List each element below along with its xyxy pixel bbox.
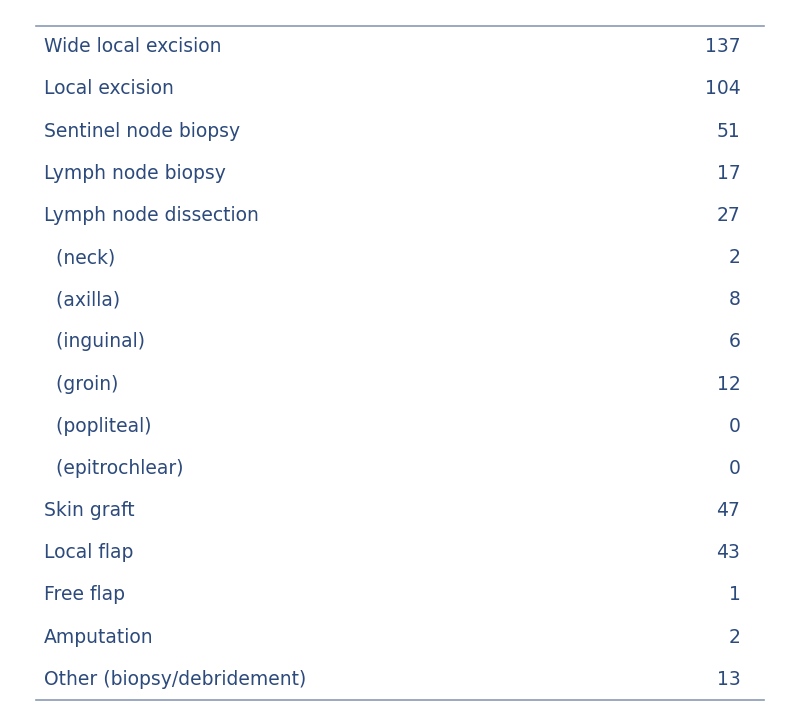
Text: Skin graft: Skin graft [44,501,134,520]
Text: (inguinal): (inguinal) [44,333,145,351]
Text: 104: 104 [705,79,741,99]
Text: Wide local excision: Wide local excision [44,37,222,57]
Text: 43: 43 [717,543,741,562]
Text: Other (biopsy/debridement): Other (biopsy/debridement) [44,669,306,689]
Text: Lymph node biopsy: Lymph node biopsy [44,164,226,183]
Text: 47: 47 [717,501,741,520]
Text: 17: 17 [717,164,741,183]
Text: Free flap: Free flap [44,585,125,605]
Text: (neck): (neck) [44,248,115,267]
Text: 12: 12 [717,375,741,393]
Text: 137: 137 [705,37,741,57]
Text: Local excision: Local excision [44,79,174,99]
Text: Lymph node dissection: Lymph node dissection [44,206,258,225]
Text: (groin): (groin) [44,375,118,393]
Text: 13: 13 [717,669,741,689]
Text: Sentinel node biopsy: Sentinel node biopsy [44,121,240,141]
Text: (popliteal): (popliteal) [44,417,151,436]
Text: 6: 6 [729,333,741,351]
Text: Amputation: Amputation [44,627,154,647]
Text: 27: 27 [717,206,741,225]
Text: (axilla): (axilla) [44,290,120,309]
Text: 51: 51 [717,121,741,141]
Text: 0: 0 [729,459,741,478]
Text: 0: 0 [729,417,741,436]
Text: Local flap: Local flap [44,543,133,562]
Text: 2: 2 [729,627,741,647]
Text: 2: 2 [729,248,741,267]
Text: 1: 1 [729,585,741,605]
Text: 8: 8 [729,290,741,309]
Text: (epitrochlear): (epitrochlear) [44,459,183,478]
